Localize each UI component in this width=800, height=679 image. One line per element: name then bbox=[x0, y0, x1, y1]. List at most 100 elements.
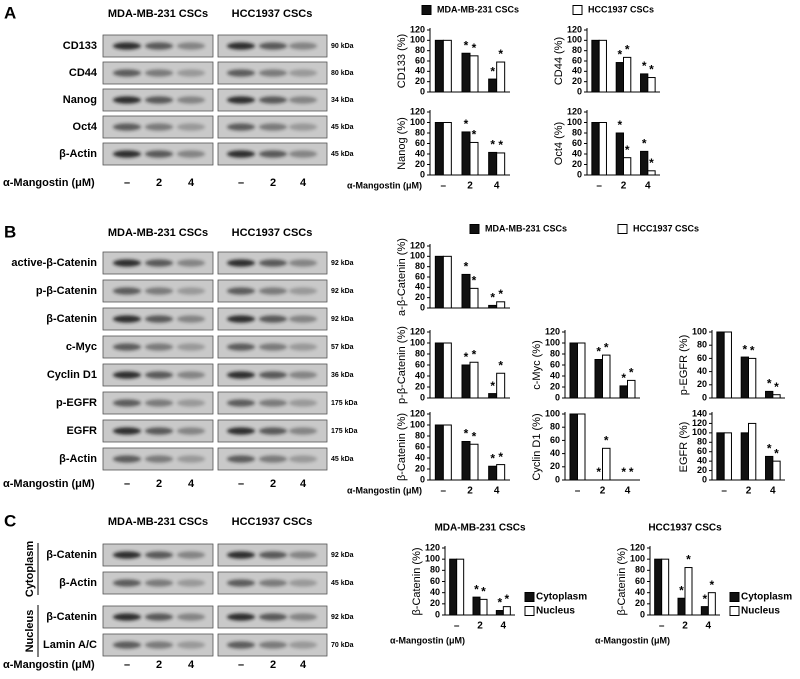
bar bbox=[598, 39, 607, 93]
y-tick-label: 100 bbox=[567, 35, 582, 45]
blot-group-label: Nucleus bbox=[24, 610, 36, 653]
dose-label: 4 bbox=[300, 659, 307, 671]
y-tick-label: 100 bbox=[410, 251, 425, 261]
significance: * bbox=[472, 274, 477, 288]
y-tick-label: 20 bbox=[415, 76, 425, 86]
y-axis-label: EGFR (%) bbox=[678, 422, 690, 473]
blot-band bbox=[289, 343, 317, 351]
blot-label: c-Myc bbox=[66, 341, 97, 353]
y-tick-label: 40 bbox=[550, 370, 560, 380]
legend-swatch bbox=[524, 592, 535, 602]
bar bbox=[647, 170, 656, 176]
blot-band bbox=[289, 96, 317, 104]
y-tick-label: 40 bbox=[635, 587, 645, 597]
bar bbox=[496, 372, 506, 399]
significance: * bbox=[596, 345, 601, 359]
blot-label: β-Actin bbox=[59, 577, 97, 589]
bar bbox=[496, 464, 506, 481]
blot-label: active-β-Catenin bbox=[11, 257, 97, 269]
dose-label: – bbox=[124, 177, 130, 189]
bar bbox=[661, 558, 670, 616]
kda-label: 57 kDa bbox=[331, 344, 354, 351]
bar bbox=[707, 592, 716, 616]
legend-swatch bbox=[729, 592, 740, 602]
bar bbox=[569, 342, 578, 399]
significance: * bbox=[642, 137, 647, 151]
x-tick-label: 4 bbox=[645, 181, 651, 192]
bar bbox=[461, 273, 471, 309]
y-tick-label: 100 bbox=[567, 117, 582, 127]
bar bbox=[740, 356, 750, 399]
y-tick-label: 120 bbox=[410, 326, 425, 336]
y-axis-label: Cyclin D1 (%) bbox=[531, 413, 543, 480]
blot-band bbox=[177, 641, 205, 649]
chart-title: HCC1937 CSCs bbox=[648, 523, 722, 534]
blot-band bbox=[113, 613, 141, 621]
blot-band bbox=[145, 427, 173, 435]
bar bbox=[496, 152, 506, 176]
blot-band bbox=[289, 315, 317, 323]
blot-band bbox=[289, 123, 317, 131]
x-tick-label: 2 bbox=[467, 181, 473, 192]
x-tick-label: 2 bbox=[682, 621, 688, 632]
kda-label: 80 kDa bbox=[331, 70, 354, 77]
x-axis-label: α-Mangostin (μM) bbox=[347, 180, 422, 190]
x-tick-label: 2 bbox=[600, 486, 606, 497]
blot-band bbox=[145, 455, 173, 463]
bar bbox=[469, 361, 479, 399]
legend-swatch bbox=[729, 606, 740, 616]
bar bbox=[434, 122, 444, 176]
y-tick-label: 0 bbox=[420, 86, 425, 96]
significance: * bbox=[642, 59, 647, 73]
significance: * bbox=[474, 582, 479, 596]
bar bbox=[488, 465, 498, 481]
significance: * bbox=[490, 379, 495, 393]
significance: * bbox=[750, 344, 755, 358]
x-tick-label: 4 bbox=[770, 486, 776, 497]
blot-band bbox=[113, 315, 141, 323]
bar bbox=[723, 432, 732, 481]
significance: * bbox=[464, 260, 469, 274]
significance: * bbox=[625, 43, 630, 57]
blot-band bbox=[145, 343, 173, 351]
y-tick-label: 40 bbox=[572, 66, 582, 76]
kda-label: 92 kDa bbox=[331, 552, 354, 559]
y-tick-label: 80 bbox=[415, 45, 425, 55]
y-tick-label: 120 bbox=[410, 408, 425, 418]
blot-band bbox=[113, 42, 141, 50]
blot-band bbox=[177, 259, 205, 267]
significance: * bbox=[490, 64, 495, 78]
y-tick-label: 20 bbox=[572, 76, 582, 86]
blot-band bbox=[145, 150, 173, 158]
y-tick-label: 100 bbox=[692, 427, 707, 437]
bar bbox=[461, 364, 471, 399]
bar bbox=[640, 73, 649, 93]
y-tick-label: 20 bbox=[415, 381, 425, 391]
y-tick-label: 20 bbox=[415, 159, 425, 169]
blot-band bbox=[177, 287, 205, 295]
bar bbox=[502, 606, 511, 616]
x-tick-label: 4 bbox=[494, 486, 500, 497]
blot-band bbox=[227, 96, 255, 104]
kda-label: 92 kDa bbox=[331, 316, 354, 323]
blot-band bbox=[259, 259, 287, 267]
bar bbox=[469, 141, 479, 176]
blot-header: MDA-MB-231 CSCs bbox=[108, 516, 208, 528]
y-tick-label: 20 bbox=[572, 159, 582, 169]
bar bbox=[684, 567, 693, 616]
bar bbox=[449, 558, 458, 616]
y-tick-label: 40 bbox=[697, 366, 707, 376]
blot-label: Cyclin D1 bbox=[47, 369, 97, 381]
x-tick-label: – bbox=[441, 181, 447, 192]
bar bbox=[591, 39, 600, 93]
y-tick-label: 60 bbox=[635, 576, 645, 586]
significance: * bbox=[625, 143, 630, 157]
legend-swatch bbox=[524, 606, 535, 616]
blot-band bbox=[259, 551, 287, 559]
bar bbox=[740, 432, 750, 481]
kda-label: 92 kDa bbox=[331, 260, 354, 267]
bar bbox=[442, 424, 452, 481]
y-axis-label: c-Myc (%) bbox=[531, 340, 543, 390]
bar bbox=[469, 443, 479, 481]
y-tick-label: 120 bbox=[567, 24, 582, 34]
